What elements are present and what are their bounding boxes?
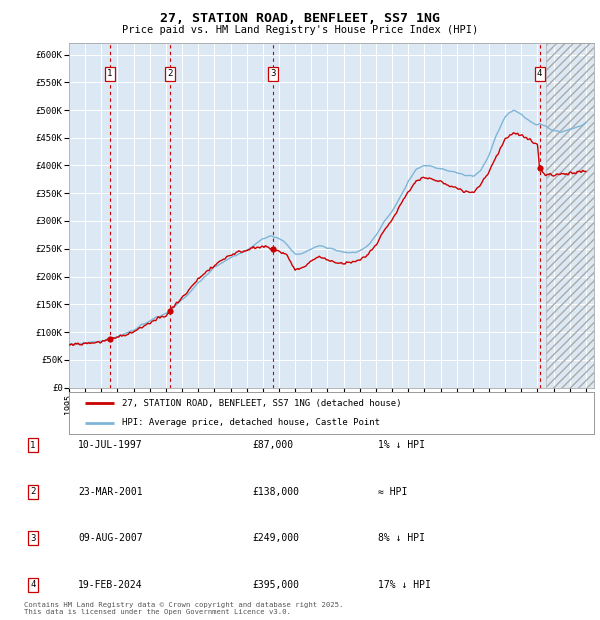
Text: 2: 2 <box>167 69 172 78</box>
Text: 23-MAR-2001: 23-MAR-2001 <box>78 487 143 497</box>
Text: 09-AUG-2007: 09-AUG-2007 <box>78 533 143 543</box>
Text: £138,000: £138,000 <box>252 487 299 497</box>
Text: 27, STATION ROAD, BENFLEET, SS7 1NG (detached house): 27, STATION ROAD, BENFLEET, SS7 1NG (det… <box>121 399 401 408</box>
Text: ≈ HPI: ≈ HPI <box>378 487 407 497</box>
Text: 3: 3 <box>270 69 275 78</box>
Text: 17% ↓ HPI: 17% ↓ HPI <box>378 580 431 590</box>
Text: HPI: Average price, detached house, Castle Point: HPI: Average price, detached house, Cast… <box>121 418 380 427</box>
Text: 1% ↓ HPI: 1% ↓ HPI <box>378 440 425 450</box>
Text: 10-JUL-1997: 10-JUL-1997 <box>78 440 143 450</box>
Text: 2: 2 <box>31 487 35 496</box>
Text: 19-FEB-2024: 19-FEB-2024 <box>78 580 143 590</box>
Text: Contains HM Land Registry data © Crown copyright and database right 2025.
This d: Contains HM Land Registry data © Crown c… <box>24 602 343 615</box>
Text: 3: 3 <box>31 534 35 542</box>
Text: 1: 1 <box>31 441 35 450</box>
Text: 1: 1 <box>107 69 113 78</box>
Text: £87,000: £87,000 <box>252 440 293 450</box>
Text: 4: 4 <box>31 580 35 589</box>
Text: £395,000: £395,000 <box>252 580 299 590</box>
Text: 27, STATION ROAD, BENFLEET, SS7 1NG: 27, STATION ROAD, BENFLEET, SS7 1NG <box>160 12 440 25</box>
Text: £249,000: £249,000 <box>252 533 299 543</box>
Text: 4: 4 <box>537 69 542 78</box>
Text: 8% ↓ HPI: 8% ↓ HPI <box>378 533 425 543</box>
Text: Price paid vs. HM Land Registry's House Price Index (HPI): Price paid vs. HM Land Registry's House … <box>122 25 478 35</box>
